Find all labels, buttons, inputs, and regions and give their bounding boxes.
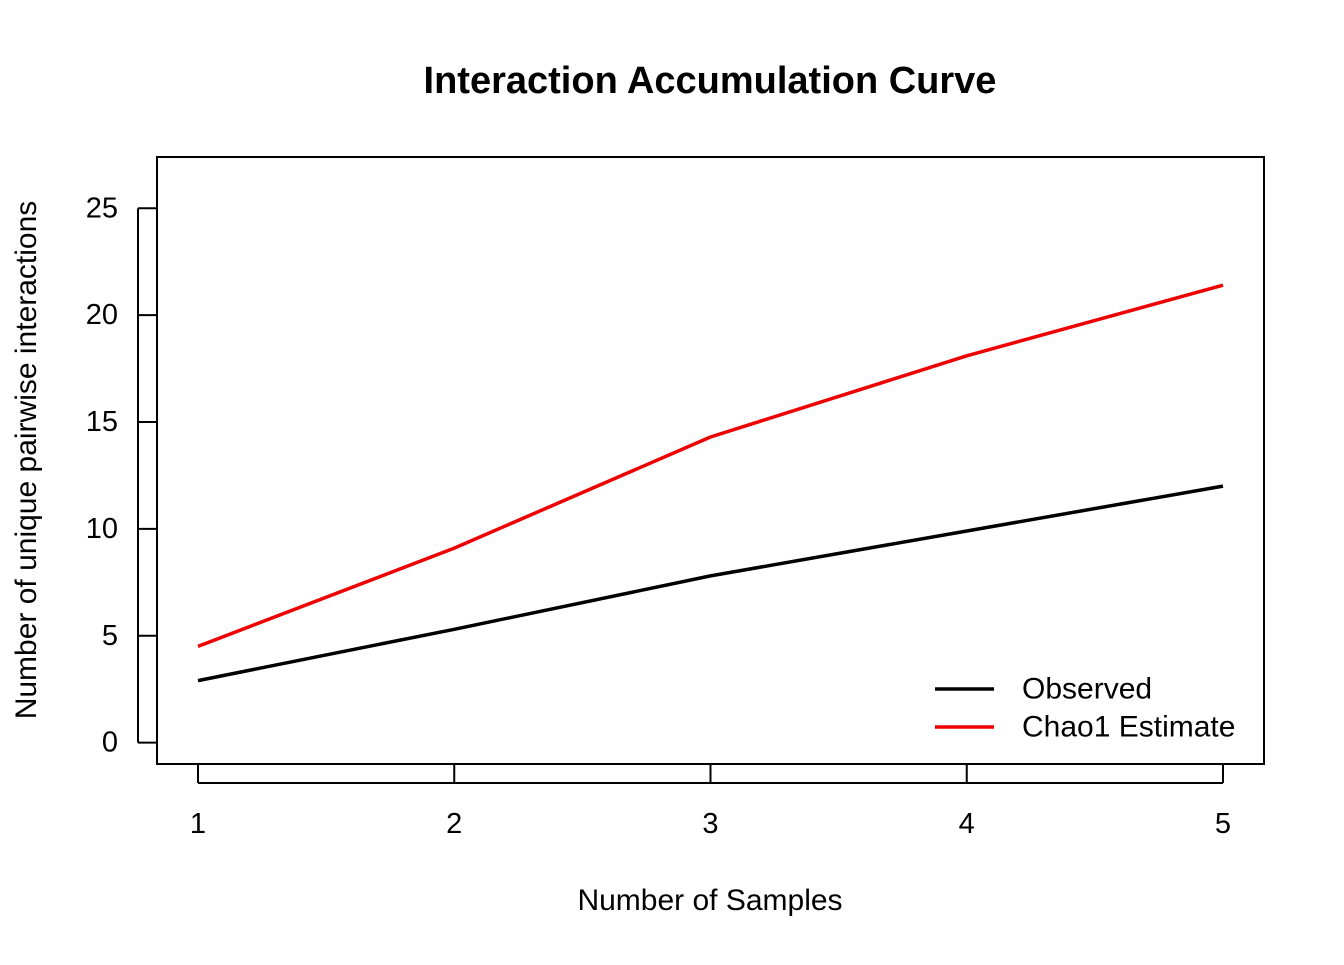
x-tick-label: 5 <box>1215 808 1231 840</box>
series-line-chao1-estimate <box>197 283 1224 649</box>
y-axis-label: Number of unique pairwise interactions <box>10 201 43 720</box>
series-line-observed <box>197 484 1224 683</box>
x-axis-label: Number of Samples <box>577 884 842 917</box>
legend: Observed Chao1 Estimate <box>935 673 1235 744</box>
x-tick-label: 1 <box>190 808 206 840</box>
y-axis: 0 5 10 15 20 25 <box>86 192 157 759</box>
series-layer <box>197 283 1224 683</box>
y-tick-label: 10 <box>86 513 118 545</box>
y-tick-label: 0 <box>102 727 118 759</box>
x-tick-label: 3 <box>702 808 718 840</box>
x-tick-label: 4 <box>959 808 975 840</box>
y-tick-label: 20 <box>86 299 118 331</box>
chart-title: Interaction Accumulation Curve <box>424 60 997 102</box>
y-tick-label: 25 <box>86 192 118 224</box>
x-tick-label: 2 <box>446 808 462 840</box>
legend-label: Observed <box>1022 673 1152 706</box>
y-tick-label: 5 <box>102 620 118 652</box>
y-tick-label: 15 <box>86 406 118 438</box>
legend-label: Chao1 Estimate <box>1022 711 1235 744</box>
x-axis: 1 2 3 4 5 <box>190 764 1231 840</box>
